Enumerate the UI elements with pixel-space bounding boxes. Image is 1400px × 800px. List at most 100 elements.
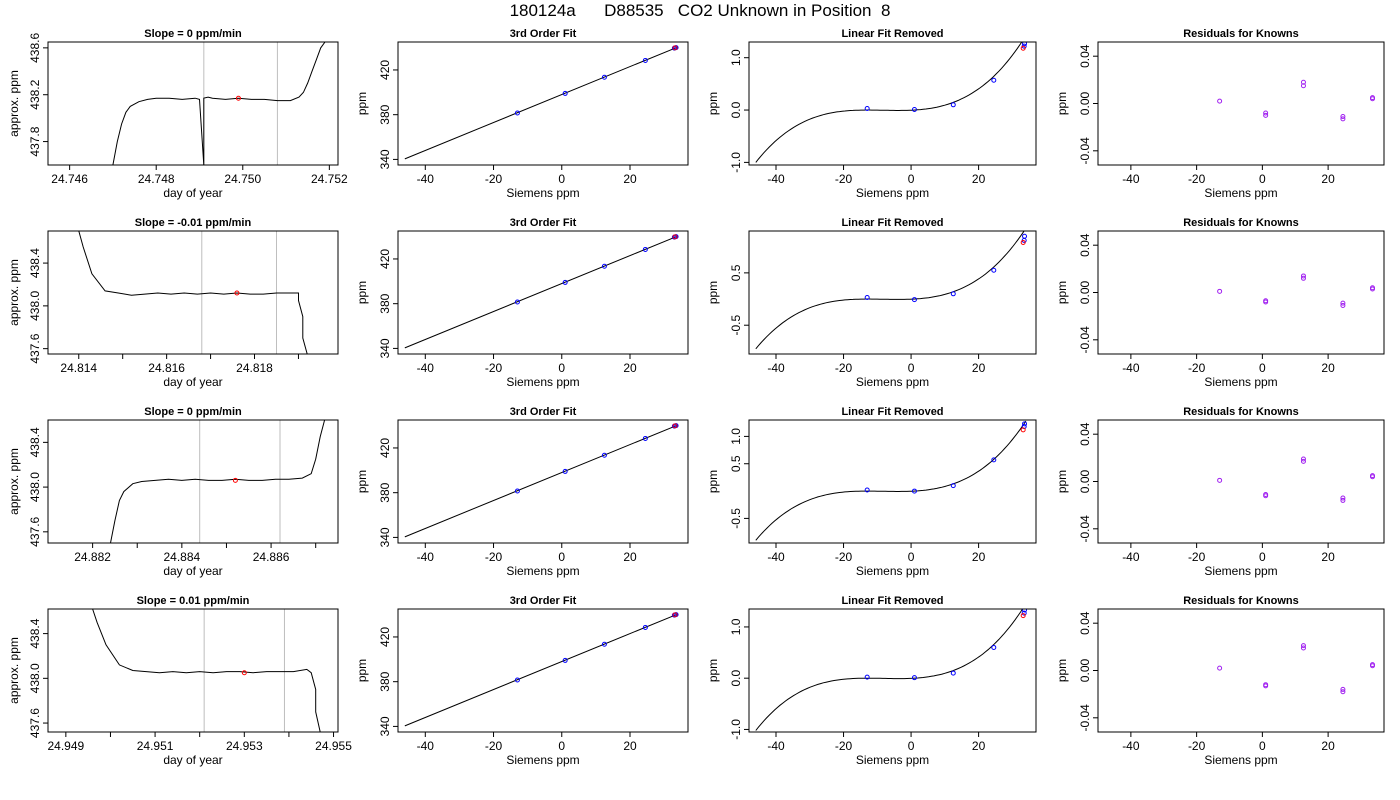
y-tick-label: 437.6 xyxy=(28,516,42,546)
data-point-blue xyxy=(950,483,956,489)
data-point-blue xyxy=(911,297,917,303)
x-tick-label: -20 xyxy=(1188,172,1206,186)
data-point-blue xyxy=(562,657,568,663)
y-axis-label: ppm xyxy=(355,659,369,682)
x-tick-label: -40 xyxy=(417,550,435,564)
x-tick-label: 0 xyxy=(558,361,565,375)
x-tick-label: 24.750 xyxy=(224,172,261,186)
plot-content xyxy=(1217,643,1375,695)
plot-content xyxy=(1217,79,1375,122)
plot-content xyxy=(404,234,679,349)
panel-fit-row-1: 3rd Order Fit -40 -20 0 20 340 380 420 Siemens p… xyxy=(355,28,689,200)
panel-time-series-row-4: Slope = 0.01 ppm/min 24.949 24.951 24.953 24… xyxy=(7,595,352,767)
data-point-red xyxy=(1020,427,1026,433)
y-tick-label: 0.0 xyxy=(729,101,743,118)
x-tick-label: 24.748 xyxy=(138,172,175,186)
data-point-red xyxy=(672,423,678,429)
y-tick-label: 438.4 xyxy=(28,248,42,278)
panel-title: 3rd Order Fit xyxy=(510,595,577,607)
x-tick-label: -40 xyxy=(767,550,785,564)
x-tick-label: 24.949 xyxy=(47,739,84,753)
x-tick-label: 20 xyxy=(623,739,637,753)
y-tick-label: 0.5 xyxy=(729,264,743,281)
x-tick-label: -40 xyxy=(1122,739,1140,753)
x-tick-label: 0 xyxy=(1259,739,1266,753)
x-tick-label: 24.884 xyxy=(163,550,200,564)
x-tick-label: -20 xyxy=(835,172,853,186)
x-tick-label: -20 xyxy=(1188,739,1206,753)
x-tick-label: 24.882 xyxy=(74,550,111,564)
plot-frame xyxy=(47,419,339,544)
data-point-purple xyxy=(1263,112,1269,118)
y-tick-label: 0.0 xyxy=(729,670,743,687)
data-point-blue xyxy=(950,291,956,297)
x-tick-label: 20 xyxy=(623,361,637,375)
y-tick-label: 438.2 xyxy=(28,79,42,109)
plot-content xyxy=(755,420,1028,541)
data-point-blue xyxy=(642,246,648,252)
panel-time-series-row-3: Slope = 0 ppm/min 24.882 24.884 24.886 437.6… xyxy=(7,406,339,578)
y-tick-label: -1.0 xyxy=(729,719,743,740)
data-point-purple xyxy=(1340,686,1346,692)
data-point-red xyxy=(672,234,678,240)
panel-title: Linear Fit Removed xyxy=(841,217,943,229)
y-tick-label: -0.5 xyxy=(729,508,743,529)
x-tick-label: -40 xyxy=(767,361,785,375)
data-point-blue xyxy=(991,457,997,463)
data-point-blue xyxy=(950,670,956,676)
data-point-red xyxy=(672,45,678,51)
y-axis-label: ppm xyxy=(706,92,720,115)
data-point-purple xyxy=(1369,662,1375,668)
data-point-purple xyxy=(1300,273,1306,279)
panel-title: Residuals for Knowns xyxy=(1183,217,1299,229)
y-tick-label: 0.00 xyxy=(1078,469,1092,493)
x-axis-label: day of year xyxy=(163,753,222,767)
y-tick-label: 437.6 xyxy=(28,708,42,738)
data-point-blue xyxy=(514,299,520,305)
panel-title: Residuals for Knowns xyxy=(1183,406,1299,418)
plot-frame xyxy=(1097,419,1385,544)
x-axis-label: Siemens ppm xyxy=(506,564,579,578)
panel-residuals-row-2: Residuals for Knowns -40 -20 0 20 -0.04 0.00 0.… xyxy=(1055,217,1385,389)
y-tick-label: 380 xyxy=(378,482,392,502)
x-axis-label: Siemens ppm xyxy=(1204,564,1277,578)
panel-title: 3rd Order Fit xyxy=(510,28,577,40)
data-point-purple xyxy=(1340,300,1346,306)
y-axis-label: ppm xyxy=(355,92,369,115)
data-point-blue xyxy=(514,488,520,494)
y-tick-label: 438.6 xyxy=(28,33,42,63)
x-tick-label: 24.886 xyxy=(253,550,290,564)
x-tick-label: -40 xyxy=(767,739,785,753)
x-tick-label: 0 xyxy=(908,361,915,375)
x-tick-label: 20 xyxy=(972,361,986,375)
panel-title: Slope = 0 ppm/min xyxy=(144,28,242,40)
panel-title: Linear Fit Removed xyxy=(841,28,943,40)
plot-content xyxy=(1217,273,1375,309)
data-point-blue xyxy=(991,644,997,650)
x-tick-label: 0 xyxy=(558,172,565,186)
cubic-fit-curve xyxy=(755,420,1027,541)
data-point-blue xyxy=(864,105,870,111)
data-point-purple xyxy=(1300,643,1306,649)
x-axis-label: Siemens ppm xyxy=(506,753,579,767)
panel-linear-removed-row-2: Linear Fit Removed -40 -20 0 20 -0.5 0.5 Siemen… xyxy=(706,217,1037,389)
y-axis-label: approx. ppm xyxy=(7,259,21,326)
y-axis-label: ppm xyxy=(706,659,720,682)
y-tick-label: -0.04 xyxy=(1078,515,1092,543)
data-point-purple xyxy=(1263,110,1269,116)
panel-residuals-row-4: Residuals for Knowns -40 -20 0 20 -0.04 0.00 0.… xyxy=(1055,595,1385,767)
data-point-purple xyxy=(1217,98,1223,104)
data-point-purple xyxy=(1340,497,1346,503)
plot-content xyxy=(92,609,321,732)
x-tick-label: -20 xyxy=(1188,361,1206,375)
y-tick-label: 380 xyxy=(378,104,392,124)
panel-title: Linear Fit Removed xyxy=(841,406,943,418)
x-tick-label: 20 xyxy=(972,739,986,753)
x-tick-label: 24.816 xyxy=(148,361,185,375)
x-tick-label: -20 xyxy=(485,172,503,186)
data-point-red xyxy=(235,95,241,101)
panel-title: 3rd Order Fit xyxy=(510,217,577,229)
data-point-blue xyxy=(864,674,870,680)
y-tick-label: 0.04 xyxy=(1078,233,1092,257)
